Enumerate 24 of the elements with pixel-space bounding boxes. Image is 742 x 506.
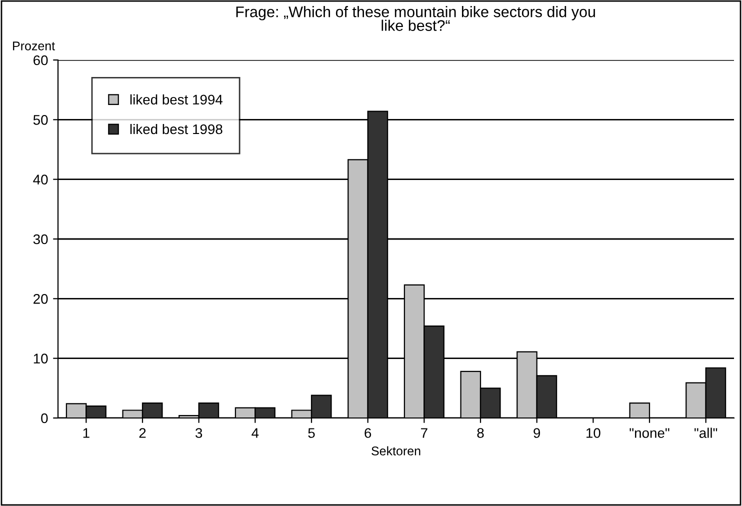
x-tick-label: "none" — [630, 428, 670, 438]
x-tick-label: 7 — [421, 428, 428, 438]
chart-title: Frage: „Which of these mountain bike sectors did you like best?“ — [236, 6, 595, 31]
x-tick-label: 5 — [308, 428, 315, 438]
y-tick-label: 10 — [34, 354, 48, 364]
x-tick-label: 1 — [83, 428, 90, 438]
x-tick-label: 4 — [252, 428, 259, 438]
x-tick-label: 6 — [364, 428, 372, 438]
x-tick-label: 9 — [534, 428, 540, 438]
x-tick-label: "all" — [694, 428, 718, 438]
y-tick-label: 40 — [33, 174, 48, 185]
y-tick-label: 20 — [34, 294, 48, 304]
y-tick-label: 30 — [33, 234, 48, 244]
x-tick-label: 10 — [586, 428, 600, 438]
y-tick-label: 50 — [33, 115, 48, 125]
legend-label: liked best 1994 — [130, 94, 223, 105]
x-tick-label: 3 — [196, 428, 202, 438]
legend-label: liked best 1998 — [130, 124, 222, 134]
x-tick-label: 2 — [139, 428, 146, 438]
y-tick-label: 0 — [41, 413, 48, 424]
x-tick-label: 8 — [477, 428, 484, 438]
x-axis-title: Sektoren — [372, 446, 420, 456]
y-tick-label: 60 — [34, 55, 48, 66]
y-axis-title: Prozent — [13, 42, 55, 50]
